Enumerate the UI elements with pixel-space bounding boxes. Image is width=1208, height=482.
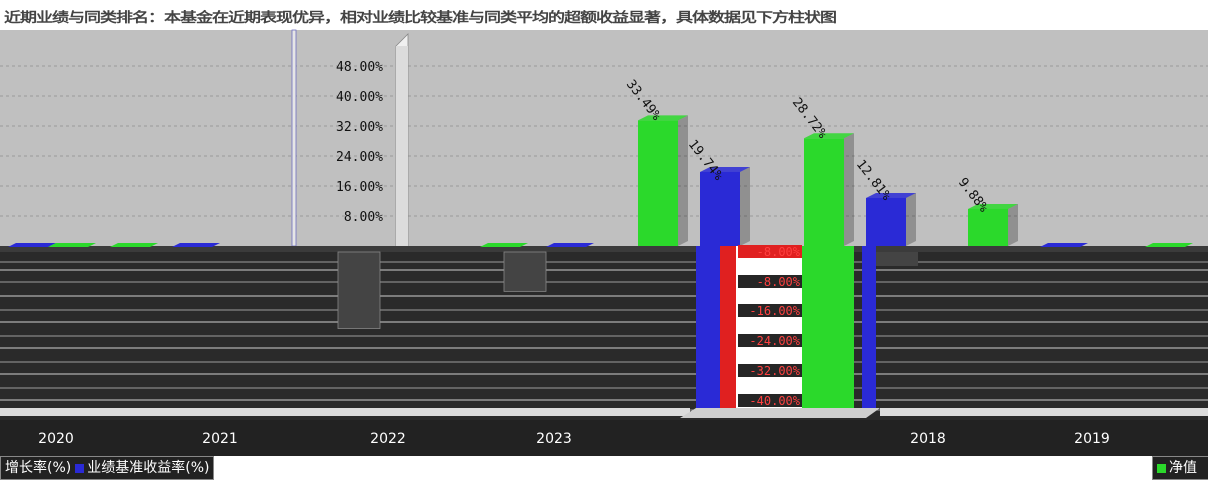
x-axis-band [0, 420, 1208, 456]
neg-tick-bg [738, 394, 802, 407]
legend-benchmark-swatch [75, 463, 85, 473]
floor-strip [0, 408, 690, 416]
bar-negative-small [876, 252, 918, 266]
bar-fund-28-72-side [844, 133, 854, 246]
neg-tick-bg [738, 275, 802, 288]
y-tick-label: 16.00% [336, 180, 383, 195]
bar-small [110, 243, 158, 247]
overlay-blue-column [696, 246, 720, 408]
bar-benchmark-19-74-front [700, 171, 740, 246]
bar-small [546, 243, 594, 247]
bar-fund-28-72 [804, 133, 854, 246]
bar-fund-33-49-side [678, 115, 688, 246]
bar-small [480, 243, 528, 247]
x-tick-label: 2019 [1074, 431, 1110, 447]
neg-tick-bg [738, 334, 802, 347]
overlay-floor [680, 408, 880, 418]
neg-tick-label: -8.00% [757, 245, 801, 259]
bar-small [8, 243, 56, 247]
neg-tick-bg [738, 304, 802, 317]
bar-fund-negative-2022 [337, 251, 381, 329]
bar-fund-negative-2023 [503, 251, 547, 292]
wall-strip [396, 46, 408, 246]
bar-fund-9-88 [968, 203, 1018, 246]
bar-benchmark-12-81-top [866, 192, 916, 198]
zero-line [0, 246, 1208, 252]
neg-tick-label: -16.00% [749, 304, 800, 318]
neg-tick-bg [738, 245, 802, 258]
y-tick-label: 48.00% [336, 60, 383, 75]
bar-benchmark-12-81-front [866, 197, 906, 246]
overlay-green-column [802, 246, 854, 408]
plot-background [0, 30, 1208, 250]
overlay-red-column [720, 246, 736, 408]
panel-edge [291, 29, 297, 247]
bar-fund-9-88-side [1008, 203, 1018, 246]
legend-left: 增长率(%) 业绩基准收益率(%) [0, 456, 215, 480]
bar-small [48, 243, 96, 247]
x-tick-label: 2023 [536, 431, 572, 447]
bar-small [172, 243, 220, 247]
x-tick-label: 2022 [370, 431, 406, 447]
bar-fund-9-88-front [968, 208, 1008, 246]
legend-fund-swatch [1157, 463, 1166, 473]
bar-small [1145, 243, 1193, 247]
legend-benchmark-label: 业绩基准收益率(%) [87, 460, 210, 476]
y-tick-label: 24.00% [336, 150, 383, 165]
overlay-white-panel [736, 246, 802, 408]
bar-benchmark-19-74 [700, 166, 750, 246]
neg-tick-bg [738, 364, 802, 377]
bar-benchmark-12-81-side [906, 192, 916, 246]
chart-title: 近期业绩与同类排名：本基金在近期表现优异，相对业绩比较基准与同类平均的超额收益显… [4, 10, 837, 26]
y-tick-label: 40.00% [336, 90, 383, 105]
bar-fund-9-88-top [968, 203, 1018, 209]
legend-fund-label-right: 净值 [1169, 460, 1197, 476]
x-tick-label: 2021 [202, 431, 238, 447]
neg-tick-label: -8.00% [757, 275, 801, 289]
y-tick-label: 8.00% [344, 210, 383, 225]
floor-strip [880, 408, 1208, 416]
bar-benchmark-12-81 [866, 192, 916, 246]
bar-fund-33-49-top [638, 115, 688, 121]
legend-right: 净值 [1152, 456, 1208, 480]
bar-fund-28-72-top [804, 133, 854, 139]
bar-benchmark-19-74-top [700, 166, 750, 172]
overlay-blue-column-2 [862, 246, 876, 408]
bar-fund-33-49 [638, 115, 688, 246]
neg-tick-label: -24.00% [749, 334, 800, 348]
bar-fund-33-49-front [638, 120, 678, 246]
neg-tick-label: -32.00% [749, 364, 800, 378]
bar-benchmark-19-74-side [740, 166, 750, 246]
bar-fund-28-72-front [804, 138, 844, 246]
neg-tick-label: -40.00% [749, 394, 800, 408]
bar-small [1040, 243, 1088, 247]
x-tick-label: 2018 [910, 431, 946, 447]
x-tick-label: 2020 [38, 431, 74, 447]
y-tick-label: 32.00% [336, 120, 383, 135]
legend-fund-label: 增长率(%) [5, 460, 72, 476]
